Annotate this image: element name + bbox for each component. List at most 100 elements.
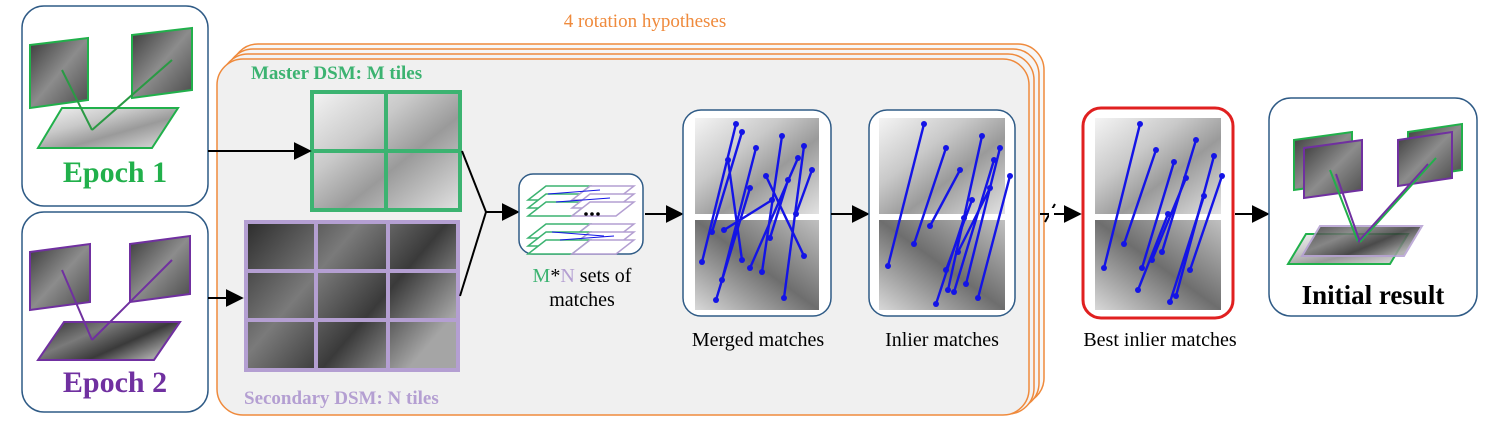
match-point xyxy=(927,223,933,229)
secondary-dsm-border xyxy=(244,220,460,372)
secondary-dsm-image xyxy=(246,222,458,370)
m-symbol: M xyxy=(532,265,551,287)
match-point xyxy=(793,211,799,217)
selection-arrow xyxy=(1040,203,1082,223)
match-point xyxy=(885,263,891,269)
match-point xyxy=(713,297,719,303)
match-point xyxy=(759,269,765,275)
satellite-image-icon xyxy=(131,26,193,100)
match-point xyxy=(979,133,985,139)
secondary-dsm-thumb xyxy=(879,220,1005,310)
match-line-icon xyxy=(700,123,738,263)
match-point xyxy=(1201,193,1207,199)
match-point xyxy=(1171,159,1177,165)
satellite-image-icon xyxy=(29,242,91,312)
match-line-icon xyxy=(1140,161,1176,269)
match-point xyxy=(1137,121,1143,127)
match-line-icon xyxy=(726,159,744,261)
match-line-icon xyxy=(1122,149,1158,245)
match-point xyxy=(1153,147,1159,153)
match-point xyxy=(943,145,949,151)
match-point xyxy=(961,215,967,221)
epoch-2-panel xyxy=(21,211,209,413)
initial-result-panel xyxy=(1268,97,1478,317)
match-line-icon xyxy=(559,235,615,241)
input-arrows xyxy=(208,142,520,307)
match-point xyxy=(933,301,939,307)
match-point xyxy=(763,173,769,179)
match-point xyxy=(921,121,927,127)
master-dsm-label: Master DSM: M tiles xyxy=(251,63,423,84)
star-symbol: * xyxy=(550,265,561,287)
match-line-icon xyxy=(1136,213,1170,291)
secondary-dsm-thumb xyxy=(695,220,819,310)
match-point xyxy=(991,157,997,163)
sets-of-text: sets of xyxy=(574,265,632,287)
match-point xyxy=(809,167,815,173)
n-symbol: N xyxy=(560,265,575,287)
dsm-tile-icon xyxy=(36,107,180,149)
match-line-icon xyxy=(1150,177,1188,261)
match-line-icon xyxy=(551,231,605,237)
match-point xyxy=(1173,293,1179,299)
ellipsis-dot xyxy=(596,212,600,216)
master-dsm-thumb xyxy=(1095,118,1221,214)
best-matches-panel xyxy=(1081,106,1235,320)
tile-layer xyxy=(569,201,637,217)
match-line-icon xyxy=(1102,123,1142,269)
match-line-icon xyxy=(964,147,1002,285)
match-line-icon xyxy=(934,217,966,305)
match-point xyxy=(747,185,753,191)
match-point xyxy=(945,287,951,293)
match-point xyxy=(739,257,745,263)
match-line-icon xyxy=(764,175,806,257)
match-point xyxy=(747,265,753,271)
rotation-hypotheses-label: 4 rotation hypotheses xyxy=(563,11,727,32)
match-point xyxy=(1135,287,1141,293)
match-point xyxy=(709,229,715,235)
master-dsm-grid xyxy=(310,90,462,212)
match-point xyxy=(739,129,745,135)
match-point xyxy=(725,157,731,163)
match-line-icon xyxy=(952,159,996,293)
dsm-tile-icon xyxy=(36,321,182,361)
match-line-icon xyxy=(723,198,773,232)
match-point xyxy=(781,295,787,301)
match-line-icon xyxy=(710,131,744,233)
ellipsis-dot xyxy=(590,212,594,216)
match-point xyxy=(699,259,705,265)
merged-matches-panel xyxy=(682,109,832,317)
epoch-1-label: Epoch 1 xyxy=(62,156,168,189)
match-line-icon xyxy=(1168,195,1206,303)
match-point xyxy=(1183,175,1189,181)
tile-layer xyxy=(569,239,637,255)
match-line-icon xyxy=(946,135,984,291)
match-point xyxy=(1167,299,1173,305)
match-point xyxy=(955,249,961,255)
match-line-icon xyxy=(794,169,814,215)
match-point xyxy=(801,253,807,259)
match-point xyxy=(1007,173,1013,179)
match-point xyxy=(1165,211,1171,217)
ellipsis-dot xyxy=(584,212,588,216)
match-line-icon xyxy=(928,169,962,227)
match-point xyxy=(795,155,801,161)
match-point xyxy=(951,289,957,295)
match-sets-label: M*N sets of xyxy=(516,266,648,286)
match-point xyxy=(769,197,775,203)
match-line-icon xyxy=(782,145,806,299)
match-point xyxy=(1101,265,1107,271)
satellite-image-icon xyxy=(29,36,89,110)
match-line-icon xyxy=(555,197,611,203)
match-sets-label-line2: matches xyxy=(549,289,615,311)
match-line-icon xyxy=(886,123,926,267)
secondary-dsm-grid xyxy=(244,220,460,372)
match-line-icon xyxy=(912,147,948,245)
match-point xyxy=(957,167,963,173)
match-line-icon xyxy=(768,179,790,239)
match-point xyxy=(785,177,791,183)
match-line-icon xyxy=(1188,175,1224,271)
match-point xyxy=(1187,267,1193,273)
match-line-icon xyxy=(956,187,992,253)
